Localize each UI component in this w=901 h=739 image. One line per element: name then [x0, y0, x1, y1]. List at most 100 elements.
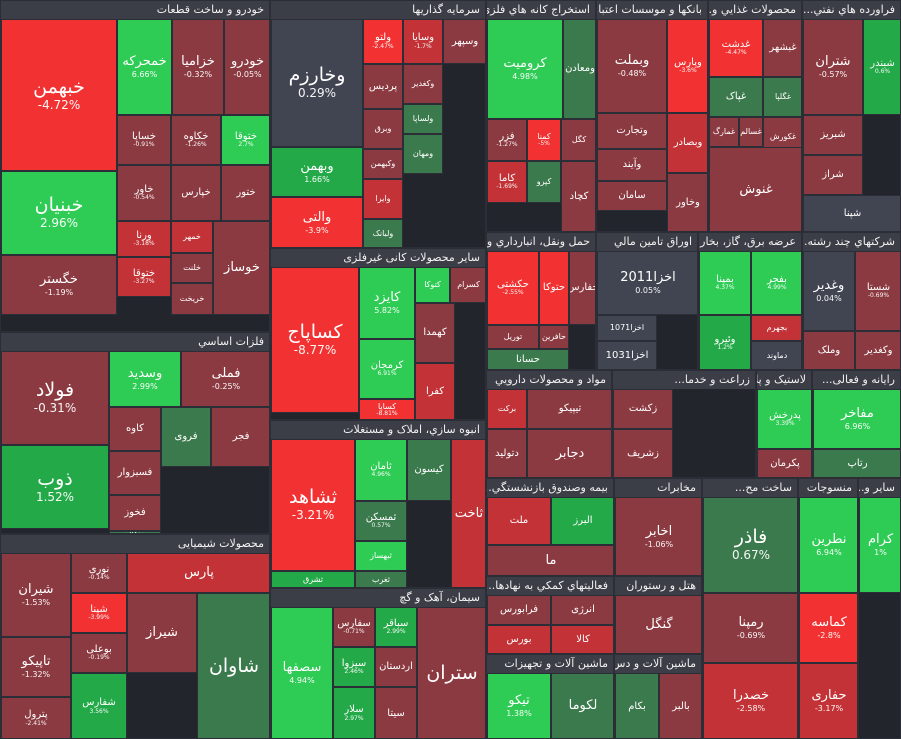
stock-tile[interactable]: برکت — [487, 389, 527, 429]
stock-tile[interactable]: ثغرب — [355, 571, 407, 587]
stock-tile[interactable]: رتاپ — [813, 449, 900, 477]
stock-tile[interactable]: فرابورس — [487, 595, 551, 625]
sector-0[interactable]: خودرو و ساخت قطعات خبهمن -4.72% خبنیان 2.96%… — [0, 0, 270, 332]
sector-3[interactable]: بانکها و موسسات اعتبا... وبملت -0.48% وپارس… — [596, 0, 708, 232]
sector-title[interactable]: هتل و رستوران — [615, 577, 701, 595]
sector-title[interactable]: محصولات شیمیایی — [1, 535, 269, 553]
stock-tile[interactable]: حکشتی -2.55% — [487, 251, 539, 325]
stock-tile[interactable]: ورنا -3.18% — [117, 221, 171, 257]
sector-title[interactable]: مخابرات — [615, 479, 701, 497]
stock-tile[interactable]: خمحرکه 6.66% — [117, 19, 172, 115]
stock-tile[interactable]: فملی -0.25% — [181, 351, 269, 407]
stock-tile[interactable]: تاپیکو -1.32% — [1, 637, 71, 697]
stock-tile[interactable]: شستا -0.69% — [855, 251, 900, 331]
sector-title[interactable]: عرضه برق، گاز، بخار... — [699, 233, 801, 251]
stock-tile[interactable]: کساپاج -8.77% — [271, 267, 359, 413]
stock-tile[interactable]: خلنت — [171, 253, 213, 283]
sector-20[interactable]: سیمان، آهک و گچ سصفها 4.94% سفارس -0.71% سباق… — [270, 588, 486, 739]
stock-tile[interactable]: شفارس 3.56% — [71, 673, 127, 738]
stock-tile[interactable]: ستران — [417, 607, 485, 738]
sector-5[interactable]: فراورده هاي نفتي... شتران -0.57% شبندر 0.6% ش… — [802, 0, 901, 232]
stock-tile[interactable]: وسدید 2.99% — [109, 351, 181, 407]
sector-title[interactable]: اوراق تامین مالي — [597, 233, 697, 251]
sector-26[interactable]: منسوجات نطرین 6.94% کماسه -2.8% حفاری -3.17% — [798, 478, 858, 739]
stock-tile[interactable]: ولبانک — [363, 219, 403, 247]
sector-title[interactable]: سایر محصولات کانی غیرفلزی — [271, 249, 485, 267]
sector-title[interactable]: لاستیک و پلا... — [757, 371, 811, 389]
stock-tile[interactable]: وسپهر — [443, 19, 485, 64]
stock-tile[interactable]: سفارس -0.71% — [333, 607, 375, 647]
stock-tile[interactable]: اخزا1031 — [597, 341, 657, 369]
stock-tile[interactable]: کرمجان 6.91% — [359, 339, 415, 399]
sector-25[interactable]: ساخت مح... فاذر 0.67% رمپنا -0.69% خصدرا -2.58… — [702, 478, 798, 739]
stock-tile[interactable]: نطرین 6.94% — [799, 497, 857, 593]
stock-tile[interactable]: ملت — [487, 497, 551, 545]
sector-12[interactable]: مواد و محصولات دارويي برکت تیپیکو دتولید دجا… — [486, 370, 612, 478]
stock-tile[interactable]: نوری -0.14% — [71, 553, 127, 593]
sector-title[interactable]: سایر و... — [859, 479, 900, 497]
sector-17[interactable]: بیمه وصندوق بازنشستگي... ملت البرز ما — [486, 478, 614, 576]
stock-tile[interactable]: پترول -2.41% — [1, 697, 71, 738]
stock-tile[interactable]: زکشت — [613, 389, 673, 429]
sector-title[interactable]: ماشین آلات و دس... — [615, 655, 701, 673]
stock-tile[interactable]: بالبر — [659, 673, 701, 738]
stock-tile[interactable]: وکغدیر — [403, 64, 443, 104]
sector-4[interactable]: محصولات غذايي و... غدشت -4.47% غبشهر غپاک غما… — [708, 0, 802, 232]
stock-tile[interactable]: البرز — [551, 497, 613, 545]
sector-title[interactable]: فعالیتهاي کمکي به نهادها... — [487, 577, 613, 595]
stock-tile[interactable]: فاذر 0.67% — [703, 497, 797, 593]
stock-tile[interactable]: والتی -3.9% — [271, 197, 363, 247]
stock-tile[interactable]: سامان — [597, 181, 667, 211]
sector-title[interactable]: منسوجات — [799, 479, 857, 497]
stock-tile[interactable]: ثبهساز — [355, 541, 407, 571]
stock-tile[interactable]: خزامیا -0.32% — [172, 19, 224, 115]
stock-tile[interactable]: سیتا — [375, 687, 417, 738]
stock-tile[interactable]: انرژی — [551, 595, 613, 625]
stock-tile[interactable]: سیزوا 2.46% — [333, 647, 375, 687]
stock-tile[interactable]: پارس — [127, 553, 269, 593]
stock-tile[interactable]: پدرخش 3.39% — [757, 389, 811, 449]
stock-tile[interactable]: حافرین — [539, 325, 569, 349]
stock-tile[interactable]: ولساپا — [403, 104, 443, 134]
stock-tile[interactable]: خساپا -0.91% — [117, 115, 171, 165]
sector-7[interactable]: سایر محصولات کانی غیرفلزی کساپاج -8.77% کای… — [270, 248, 486, 420]
stock-tile[interactable]: خکاوه -1.26% — [171, 115, 221, 165]
stock-tile[interactable]: دماوند — [751, 341, 801, 369]
stock-tile[interactable]: پکرمان — [757, 449, 811, 477]
stock-tile[interactable]: اخابر -1.06% — [615, 497, 701, 575]
stock-tile[interactable]: فخوز — [109, 495, 161, 531]
stock-tile[interactable]: خبهمن -4.72% — [1, 19, 117, 171]
stock-tile[interactable]: کساپا -8.81% — [359, 399, 415, 419]
stock-tile[interactable]: زنگان — [109, 531, 161, 533]
stock-tile[interactable]: اخزا2011 0.05% — [597, 251, 697, 315]
sector-18[interactable]: مخابرات اخابر -1.06% — [614, 478, 702, 576]
stock-tile[interactable]: وبصادر — [667, 113, 707, 173]
stock-tile[interactable]: وکغدیر — [855, 331, 900, 369]
sector-title[interactable]: استخراج کانه هاي فلزي — [487, 1, 595, 19]
stock-tile[interactable]: کالا — [551, 625, 613, 653]
sector-title[interactable]: مواد و محصولات دارويي — [487, 371, 611, 389]
stock-tile[interactable]: ثمسکن 0.57% — [355, 501, 407, 541]
sector-title[interactable]: ساخت مح... — [703, 479, 797, 497]
stock-tile[interactable]: وئیرو 1.2% — [699, 315, 751, 369]
stock-tile[interactable]: خبنیان 2.96% — [1, 171, 117, 255]
sector-title[interactable]: سرمایه گذاریها — [271, 1, 485, 19]
sector-19[interactable]: محصولات شیمیایی شیران -1.53% تاپیکو -1.32% پت… — [0, 534, 270, 739]
stock-tile[interactable]: وپارس -3.6% — [667, 19, 707, 113]
stock-tile[interactable]: شیران -1.53% — [1, 553, 71, 637]
sector-title[interactable]: سیمان، آهک و گچ — [271, 589, 485, 607]
stock-tile[interactable]: وملک — [803, 331, 855, 369]
stock-tile[interactable]: غگلپا — [763, 77, 801, 117]
stock-tile[interactable]: کمنا -5% — [527, 119, 561, 161]
stock-tile[interactable]: خودرو -0.05% — [224, 19, 269, 115]
sector-2[interactable]: استخراج کانه هاي فلزي کرومیت 4.98% ومعادن فز… — [486, 0, 596, 232]
stock-tile[interactable]: ختوقا -3.27% — [117, 257, 171, 297]
stock-tile[interactable]: غپاک — [709, 77, 763, 117]
stock-tile[interactable]: بکام — [615, 673, 659, 738]
stock-tile[interactable]: کاوه — [109, 407, 161, 451]
sector-8[interactable]: حمل ونقل، انبارداري و... حکشتی -2.55% حتوکا… — [486, 232, 596, 370]
stock-tile[interactable]: ومهان — [403, 134, 443, 174]
stock-tile[interactable]: زشریف — [613, 429, 673, 477]
sector-24[interactable]: ماشین آلات و دس... بکام بالبر — [614, 654, 702, 739]
